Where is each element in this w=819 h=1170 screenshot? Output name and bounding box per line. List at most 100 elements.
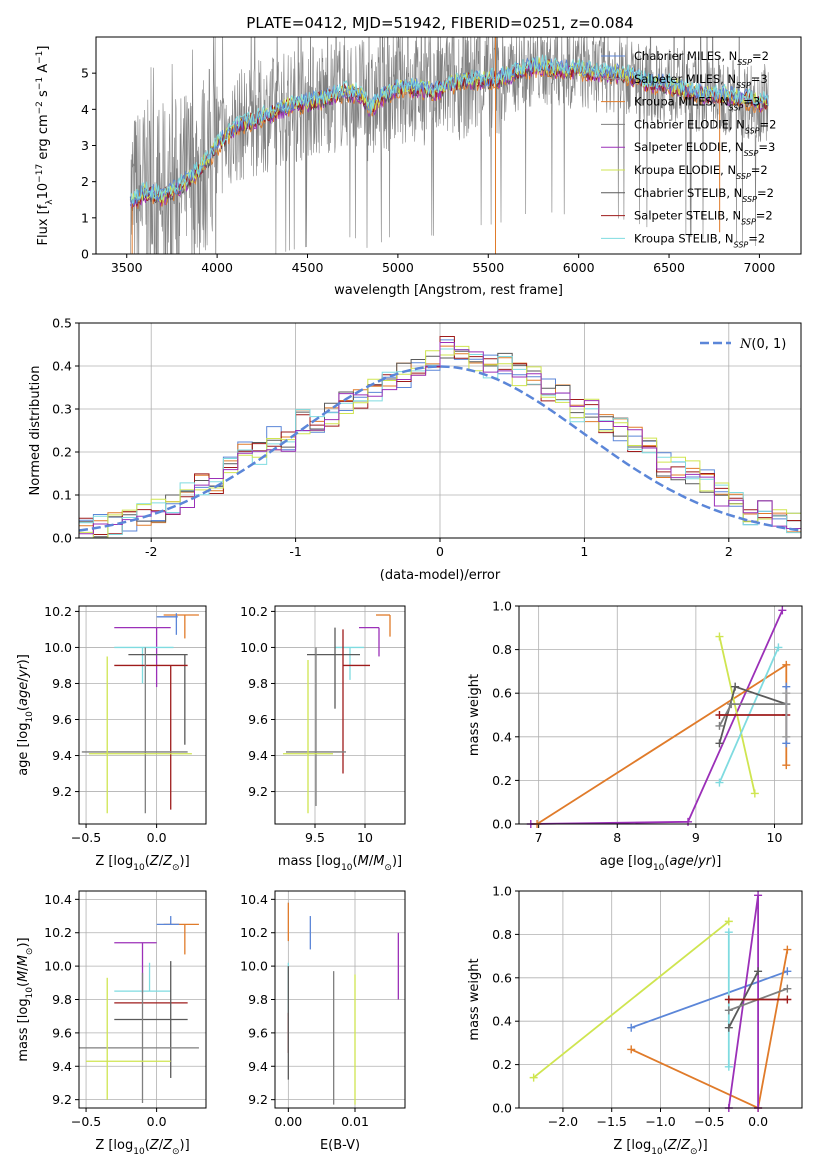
spectrum-ylabel: Flux [fλ10−17 erg cm−2 s−1 A−1] [35, 46, 55, 246]
y-tick-label: 3 [81, 138, 89, 153]
legend-entry: Salpeter STELIB, NSSP=2 [634, 209, 773, 227]
x-tick-label: −1.0 [645, 1114, 675, 1129]
weight-marker [778, 606, 787, 615]
y-tick-label: 9.8 [248, 676, 268, 691]
weight-marker [724, 917, 733, 926]
weight-marker [783, 967, 792, 976]
legend-entry: Salpeter ELODIE, NSSP=3 [634, 140, 775, 158]
x-tick-label: 0 [436, 544, 444, 559]
x-tick-label: −1.5 [597, 1114, 627, 1129]
y-tick-label: 9.4 [248, 1059, 268, 1074]
normal-curve [79, 365, 801, 532]
x-tick-label: 0.0 [748, 1114, 768, 1129]
weight-marker [783, 984, 792, 993]
weight-marker [724, 1062, 733, 1071]
ebv-mass-errorbars [287, 902, 399, 1105]
y-tick-label: 1.0 [492, 884, 512, 899]
residual-xlabel: (data-model)/error [380, 568, 501, 583]
y-tick-label: 0.3 [52, 402, 72, 417]
legend-entry: Salpeter MILES, NSSP=3 [634, 72, 768, 90]
y-tick-label: 0.4 [492, 729, 512, 744]
mass-age-errorbars [283, 614, 391, 814]
z-weight-ylabel: mass weight [467, 958, 482, 1040]
y-tick-label: 0.4 [52, 359, 72, 374]
y-tick-label: 9.6 [52, 712, 72, 727]
errorbar-point [283, 660, 333, 814]
y-tick-label: 9.4 [52, 1059, 72, 1074]
y-tick-label: 10.2 [240, 604, 268, 619]
errorbar-point [114, 942, 157, 993]
errorbar-point [163, 614, 199, 639]
weight-marker [783, 945, 792, 954]
weight-marker [715, 739, 724, 748]
errorbar-point [163, 923, 199, 955]
spectrum-axes: 3500 4000 4500 5000 5500 6000 6500 7000 0 1 2 3 4 5 [81, 66, 775, 275]
spectrum-frame [95, 36, 802, 255]
y-tick-label: 0.2 [52, 445, 72, 460]
weight-line [536, 663, 788, 825]
legend-entry: N(0, 1) [739, 337, 786, 352]
spectrum-legend: Chabrier MILES, NSSP=2 Salpeter MILES, NS… [601, 49, 776, 249]
y-tick-label: 0 [81, 247, 89, 262]
weight-marker [782, 689, 791, 698]
weight-line [530, 610, 784, 825]
y-tick-label: 0.8 [492, 642, 512, 657]
weight-marker [724, 928, 733, 937]
ebv-mass-xlabel: E(B-V) [320, 1138, 360, 1153]
y-tick-label: 9.8 [52, 676, 72, 691]
y-tick-label: 2 [81, 174, 89, 189]
y-tick-label: 9.6 [52, 1025, 72, 1040]
y-tick-label: 0.2 [492, 773, 512, 788]
x-tick-label: 0.00 [274, 1114, 302, 1129]
y-tick-label: 9.2 [52, 1092, 72, 1107]
z-age-ylabel: age [log10(age/yr)] [16, 654, 35, 776]
x-tick-label: 4000 [201, 260, 233, 275]
weight-marker [782, 761, 791, 770]
y-tick-label: 0.2 [492, 1057, 512, 1072]
age-weight-series [526, 606, 791, 828]
y-tick-label: 0.1 [52, 488, 72, 503]
errorbar-point [342, 629, 370, 774]
x-tick-label: −2.0 [548, 1114, 578, 1129]
y-tick-label: 9.4 [52, 748, 72, 763]
weight-marker [731, 682, 740, 691]
y-tick-label: 0.6 [492, 970, 512, 985]
age-weight-ylabel: mass weight [467, 674, 482, 756]
errorbar-point [286, 647, 346, 806]
weight-marker [715, 721, 724, 730]
x-tick-label: −0.5 [71, 830, 101, 845]
weight-marker [754, 967, 763, 976]
y-tick-label: 10.0 [44, 640, 72, 655]
model-spectrum-line [129, 57, 769, 208]
z-weight-frame [518, 890, 803, 1109]
errorbar-point [156, 613, 178, 635]
legend-entry: Chabrier STELIB, NSSP=2 [634, 186, 774, 204]
weight-marker [529, 1073, 538, 1082]
y-tick-label: 9.2 [52, 784, 72, 799]
ebv-mass-frame [274, 890, 406, 1109]
errorbar-point [376, 614, 391, 637]
y-tick-label: 1.0 [492, 599, 512, 614]
weight-marker [774, 643, 783, 652]
x-tick-label: -1 [289, 544, 301, 559]
errorbar-point [128, 653, 188, 745]
spectrum-xlabel: wavelength [Angstrom, rest frame] [334, 283, 563, 298]
y-tick-label: 9.2 [248, 784, 268, 799]
weight-marker [782, 732, 791, 741]
y-tick-label: 4 [81, 102, 89, 117]
spectrum-lines [129, 37, 769, 254]
y-tick-label: 10.4 [44, 892, 72, 907]
weight-line [630, 970, 788, 1029]
errorbar-point [335, 646, 364, 680]
y-tick-label: 10.2 [44, 925, 72, 940]
weight-marker [715, 632, 724, 641]
y-tick-label: 10.0 [240, 640, 268, 655]
weight-marker [750, 789, 759, 798]
mass-age-axes: 9.5 10 9.2 9.4 9.6 9.8 10.0 10.2 [240, 604, 405, 845]
x-tick-label: 2 [725, 544, 733, 559]
x-tick-label: 7 [535, 830, 543, 845]
age-weight-xlabel: age [log10(age/yr)] [600, 854, 722, 873]
x-tick-label: 10 [357, 830, 373, 845]
x-tick-label: 8 [613, 830, 621, 845]
